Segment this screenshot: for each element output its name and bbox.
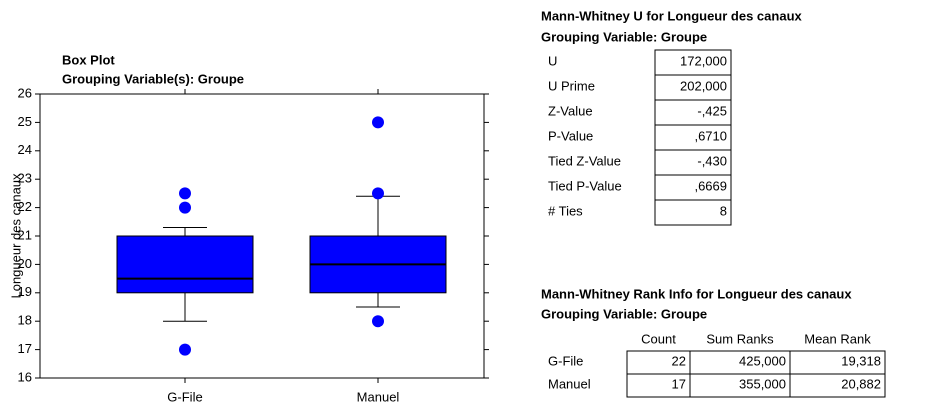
rank-table-title: Mann-Whitney Rank Info for Longueur des …: [541, 286, 852, 301]
rank-row-label: G-File: [548, 353, 583, 368]
rank-cell-value: 19,318: [841, 353, 881, 368]
y-tick-label: 18: [18, 313, 32, 328]
u-row-label: Z-Value: [548, 103, 593, 118]
box: [116, 235, 254, 294]
rank-cell-value: 425,000: [739, 353, 786, 368]
outlier: [179, 187, 191, 200]
outlier: [179, 201, 191, 214]
x-tick-label: G-File: [167, 389, 202, 404]
rank-header: Count: [641, 331, 676, 346]
rank-header: Sum Ranks: [706, 331, 774, 346]
u-cell-value: ,6669: [694, 178, 727, 193]
outlier: [179, 343, 191, 356]
u-cell-value: -,425: [697, 103, 727, 118]
rank-cell: [789, 373, 886, 398]
u-row-label: Tied Z-Value: [548, 153, 621, 168]
u-cell-value: 202,000: [680, 78, 727, 93]
u-row-label: # Ties: [548, 203, 583, 218]
u-row-label: Tied P-Value: [548, 178, 622, 193]
rank-cell-value: 17: [672, 376, 686, 391]
chart-title: Box Plot: [62, 52, 115, 67]
chart-subtitle: Grouping Variable(s): Groupe: [62, 71, 244, 86]
rank-cell-value: 20,882: [841, 376, 881, 391]
rank-row-label: Manuel: [548, 376, 591, 391]
y-tick-label: 20: [18, 256, 32, 271]
y-axis-label: Longueur des canaux: [8, 173, 23, 299]
y-tick-label: 26: [18, 85, 32, 100]
u-table-title: Mann-Whitney U for Longueur des canaux: [541, 8, 803, 23]
y-tick-label: 23: [18, 171, 32, 186]
outlier: [372, 187, 384, 200]
y-tick-label: 17: [18, 341, 32, 356]
rank-table-subtitle: Grouping Variable: Groupe: [541, 306, 707, 321]
x-tick-label: Manuel: [357, 389, 400, 404]
u-cell-value: 172,000: [680, 53, 727, 68]
y-tick-label: 25: [18, 114, 32, 129]
u-cell-value: -,430: [697, 153, 727, 168]
rank-cell-value: 355,000: [739, 376, 786, 391]
outlier: [372, 315, 384, 328]
y-tick-label: 24: [18, 142, 32, 157]
u-cell: [654, 199, 732, 226]
y-tick-label: 19: [18, 284, 32, 299]
u-cell-value: 8: [720, 203, 727, 218]
y-tick-label: 16: [18, 369, 32, 384]
u-table-subtitle: Grouping Variable: Groupe: [541, 29, 707, 44]
rank-header: Mean Rank: [804, 331, 871, 346]
u-cell-value: ,6710: [694, 128, 727, 143]
rank-cell-value: 22: [672, 353, 686, 368]
u-row-label: U: [548, 53, 557, 68]
y-tick-label: 21: [18, 227, 32, 242]
outlier: [372, 116, 384, 129]
u-row-label: U Prime: [548, 78, 595, 93]
y-tick-label: 22: [18, 199, 32, 214]
u-row-label: P-Value: [548, 128, 593, 143]
